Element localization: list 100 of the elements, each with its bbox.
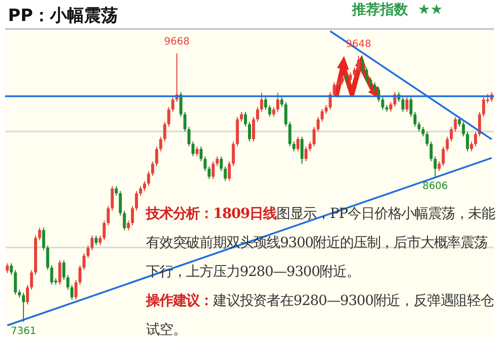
chart-subtitle: 推荐指数 ★★ <box>352 1 443 19</box>
candlestick <box>143 180 146 192</box>
candlestick <box>151 160 154 176</box>
candlestick <box>244 111 247 128</box>
candlestick <box>361 57 364 73</box>
candlestick <box>46 244 50 270</box>
candlestick <box>102 220 106 241</box>
annotation: 9668 <box>164 36 190 48</box>
candlestick <box>90 235 94 251</box>
candlestick <box>66 274 70 290</box>
candlestick <box>280 96 284 108</box>
candlestick <box>308 141 312 152</box>
candlestick <box>110 186 114 212</box>
candlestick <box>248 121 251 142</box>
candlestick <box>284 102 288 128</box>
candlestick <box>292 141 296 152</box>
candlestick <box>212 160 215 180</box>
candlestick <box>106 205 110 226</box>
candlestick <box>389 102 392 112</box>
candlestick <box>418 121 421 132</box>
candlestick <box>276 92 280 112</box>
candlestick <box>365 67 368 83</box>
candlestick <box>228 160 231 182</box>
candlestick <box>74 280 78 300</box>
candlestick <box>70 284 74 300</box>
candlestick <box>159 136 162 152</box>
candlestick <box>200 146 203 162</box>
candlestick <box>474 131 478 147</box>
candlestick <box>272 106 276 118</box>
candlestick <box>409 96 412 118</box>
candlestick <box>30 270 34 290</box>
candlestick <box>470 141 473 152</box>
candlestick <box>139 186 142 196</box>
candlestick <box>462 121 465 137</box>
candlestick <box>300 136 304 164</box>
candlestick <box>10 262 13 276</box>
candlestick <box>332 82 336 98</box>
candlestick <box>183 111 186 132</box>
candlestick <box>438 160 441 172</box>
candlestick <box>155 146 158 167</box>
candlestick <box>171 96 174 112</box>
candlestick <box>356 55 360 73</box>
candlestick <box>454 116 457 132</box>
candlestick <box>22 292 25 322</box>
candlestick <box>232 141 235 167</box>
candlestick <box>216 156 219 167</box>
annotation: 8606 <box>422 180 448 192</box>
candlestick <box>442 146 445 167</box>
candlestick <box>14 270 17 296</box>
candlestick <box>196 146 199 157</box>
candlestick <box>130 205 134 226</box>
candlestick <box>381 96 384 110</box>
candlestick <box>58 260 62 286</box>
candlestick <box>413 111 416 128</box>
candlestick <box>352 67 356 78</box>
candlestick <box>122 210 126 231</box>
candlestick <box>191 141 194 157</box>
candlestick <box>62 260 66 280</box>
candlestick <box>405 96 408 112</box>
candlestick <box>98 235 102 246</box>
candlestick <box>94 235 98 246</box>
candlestick <box>252 116 256 142</box>
candlestick <box>256 106 260 122</box>
candlestick <box>348 72 352 83</box>
candlestick <box>304 146 308 162</box>
candlestick <box>434 156 437 178</box>
candlestick <box>320 108 324 122</box>
candlestick <box>224 166 227 182</box>
candlestick <box>426 131 429 147</box>
candlestick <box>42 227 46 251</box>
candlestick <box>179 92 182 118</box>
candlestick <box>316 116 320 132</box>
chart-title: PP：小幅震荡 <box>8 5 118 27</box>
candlestick <box>450 126 453 142</box>
candlestick <box>240 111 243 122</box>
candlestick <box>86 244 90 259</box>
candlestick <box>430 141 433 162</box>
candlestick <box>312 126 316 147</box>
candlestick <box>187 126 190 147</box>
candlestick <box>126 220 130 231</box>
candlestick <box>147 170 150 186</box>
candlestick <box>369 76 372 88</box>
candlestick <box>208 166 211 180</box>
text: 操作建议：建议投资者在9280—9300附近，反弹遇阻轻仓试空。 <box>146 293 494 338</box>
candlestick <box>6 262 9 274</box>
candlestick <box>26 284 29 305</box>
candlestick <box>167 106 170 128</box>
candlestick <box>422 126 425 137</box>
annotation: 7361 <box>10 326 36 337</box>
candlestick <box>401 96 404 112</box>
candlestick <box>163 121 166 142</box>
candlestick <box>82 252 86 270</box>
candlestick <box>446 136 449 152</box>
candlestick <box>260 92 264 112</box>
candlestick <box>204 156 207 172</box>
candlestick <box>134 190 138 212</box>
candlestick <box>264 96 268 110</box>
candlestick <box>268 104 272 118</box>
candlestick <box>38 227 42 241</box>
candlestick <box>220 156 223 172</box>
